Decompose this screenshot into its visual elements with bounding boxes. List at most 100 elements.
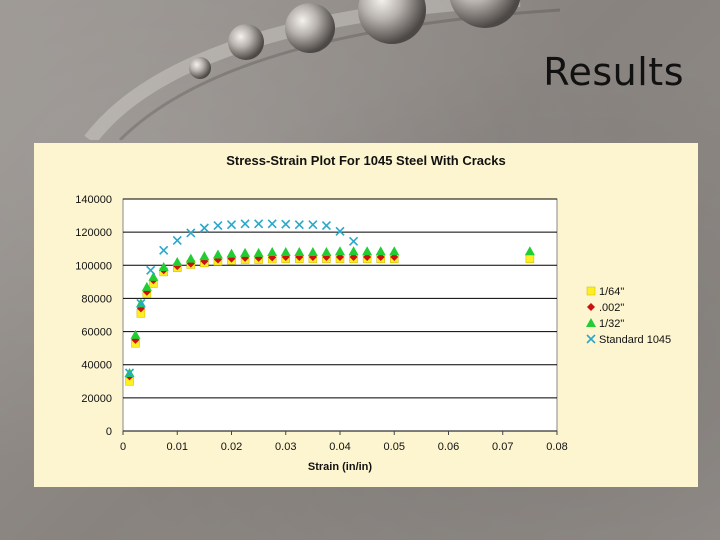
data-point	[524, 246, 535, 256]
x-tick-label: 0.01	[167, 441, 188, 453]
x-marker-stroke	[294, 220, 304, 230]
legend-label: Standard 1045	[599, 334, 671, 346]
data-point	[267, 247, 278, 257]
x-tick-label: 0	[120, 441, 126, 453]
data-point	[294, 220, 304, 230]
data-point	[307, 247, 318, 257]
data-point	[335, 246, 345, 256]
data-point	[124, 368, 135, 378]
y-tick-label: 100000	[75, 260, 112, 272]
legend-marker	[587, 303, 595, 311]
data-point	[200, 257, 209, 266]
x-tick-label: 0.06	[438, 441, 459, 453]
data-point	[335, 226, 345, 236]
series-3	[124, 219, 359, 378]
x-marker-stroke	[136, 298, 146, 308]
data-point	[199, 251, 210, 261]
data-point	[525, 254, 535, 263]
legend: 1/64" .002" 1/32" Standard 1045	[586, 286, 671, 346]
data-point	[227, 254, 236, 263]
x-tick-label: 0.08	[546, 441, 567, 453]
legend-marker	[586, 334, 596, 344]
slide-title: Results	[543, 50, 684, 94]
series-2	[124, 246, 535, 377]
x-marker-stroke	[124, 368, 135, 378]
data-point	[136, 298, 146, 308]
sphere-xlarge	[358, 0, 426, 44]
y-tick-label: 140000	[75, 194, 112, 206]
data-point	[158, 261, 169, 271]
data-point	[240, 219, 250, 229]
x-marker-stroke	[281, 219, 291, 229]
y-axis-ticks: 0 20000 40000 60000 80000 100000 120000 140000	[75, 194, 112, 438]
x-marker-stroke	[321, 220, 332, 231]
stress-strain-chart: Stress-Strain Plot For 1045 Steel With C…	[75, 153, 671, 473]
x-marker-stroke	[199, 223, 209, 233]
legend-label: 1/64"	[599, 286, 624, 298]
plot-area	[122, 198, 558, 432]
chart-panel: Stress-Strain Plot For 1045 Steel With C…	[34, 143, 698, 487]
data-point	[281, 219, 291, 229]
data-point	[348, 236, 359, 246]
data-point	[308, 220, 318, 230]
data-point	[254, 219, 264, 229]
sphere-partial	[449, 0, 521, 28]
data-point	[321, 247, 332, 257]
data-point	[212, 249, 223, 259]
sphere-small	[189, 57, 211, 79]
data-point	[362, 246, 373, 256]
data-point	[280, 247, 291, 257]
data-point	[186, 228, 196, 238]
data-point	[375, 246, 386, 256]
y-tick-label: 60000	[81, 327, 112, 339]
data-point	[389, 246, 400, 256]
legend-label: .002"	[599, 302, 624, 314]
gridlines	[123, 198, 557, 432]
y-tick-label: 0	[106, 426, 112, 438]
x-marker-stroke	[172, 235, 182, 245]
y-tick-label: 80000	[81, 293, 112, 305]
x-marker-stroke	[586, 334, 596, 344]
x-marker-stroke	[213, 220, 223, 231]
x-marker-stroke	[186, 228, 196, 238]
data-point	[240, 247, 251, 257]
data-point	[146, 265, 156, 275]
data-point	[213, 220, 223, 231]
x-marker-stroke	[308, 220, 318, 230]
y-tick-label: 20000	[81, 393, 112, 405]
data-point	[199, 223, 209, 233]
data-point	[267, 219, 277, 229]
data-points	[124, 219, 535, 386]
data-point	[141, 281, 152, 291]
x-tick-label: 0.03	[275, 441, 296, 453]
data-point	[268, 253, 277, 262]
y-tick-label: 120000	[75, 227, 112, 239]
data-point	[142, 287, 151, 296]
legend-marker	[586, 318, 596, 327]
x-marker-stroke	[267, 219, 277, 229]
legend-marker	[586, 286, 596, 296]
y-tick-label: 40000	[81, 360, 112, 372]
data-point	[226, 248, 237, 258]
x-tick-label: 0.05	[384, 441, 405, 453]
data-point	[348, 246, 359, 256]
legend-label: 1/32"	[599, 318, 624, 330]
x-marker-stroke	[254, 219, 264, 229]
data-point	[172, 256, 183, 266]
data-point	[253, 247, 264, 257]
x-marker-stroke	[348, 236, 359, 246]
x-marker-stroke	[335, 226, 345, 236]
data-point	[159, 245, 169, 255]
data-point	[130, 329, 141, 339]
decorative-spheres	[84, 0, 561, 140]
data-point	[172, 235, 182, 245]
x-tick-label: 0.04	[329, 441, 350, 453]
x-marker-stroke	[240, 219, 250, 229]
x-axis-ticks: 0 0.01 0.02 0.03 0.04 0.05 0.06 0.07 0.08	[120, 431, 568, 453]
sphere-medium	[228, 24, 264, 60]
data-point	[185, 253, 196, 263]
x-tick-label: 0.02	[221, 441, 242, 453]
data-point	[321, 220, 332, 231]
chart-title: Stress-Strain Plot For 1045 Steel With C…	[226, 153, 505, 168]
x-marker-stroke	[159, 245, 169, 255]
